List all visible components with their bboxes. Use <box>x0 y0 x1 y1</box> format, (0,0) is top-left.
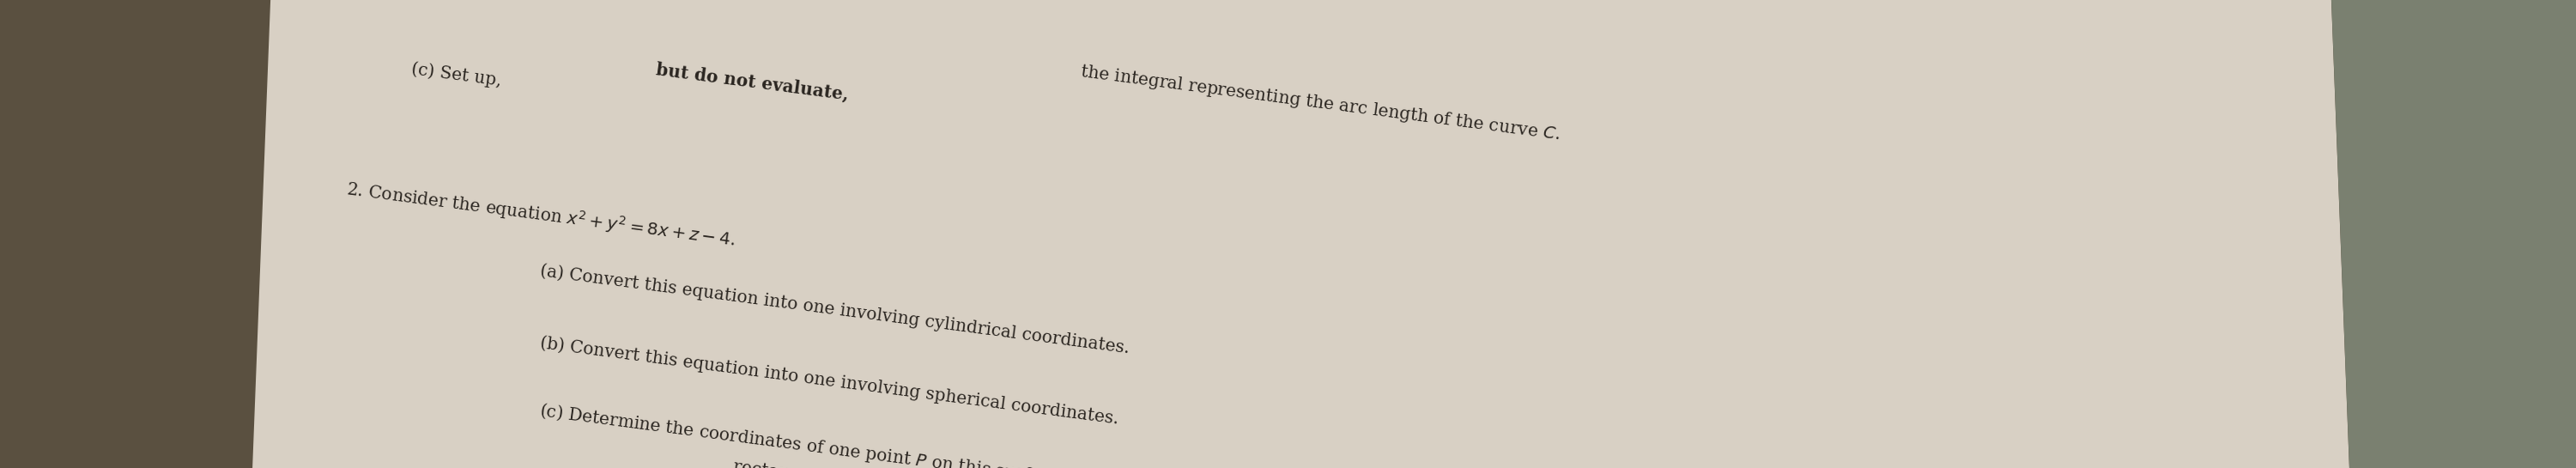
Text: 2. Consider the equation $x^2 + y^2 = 8x + z - 4$.: 2. Consider the equation $x^2 + y^2 = 8x… <box>345 178 737 251</box>
Text: but do not evaluate,: but do not evaluate, <box>654 61 850 103</box>
Text: (a) Convert this equation into one involving cylindrical coordinates.: (a) Convert this equation into one invol… <box>538 262 1131 357</box>
Polygon shape <box>2331 0 2576 468</box>
Text: the integral representing the arc length of the curve $C$.: the integral representing the arc length… <box>1074 61 1561 144</box>
Text: (c) Determine the coordinates of one point $P$ on this surface and express this : (c) Determine the coordinates of one poi… <box>538 400 1314 468</box>
Text: (c) Set up,: (c) Set up, <box>410 61 507 90</box>
Text: rectangular, cylindrical, and spherical coordinates.: rectangular, cylindrical, and spherical … <box>732 459 1177 468</box>
Polygon shape <box>252 0 2349 468</box>
Text: (b) Convert this equation into one involving spherical coordinates.: (b) Convert this equation into one invol… <box>538 335 1121 428</box>
